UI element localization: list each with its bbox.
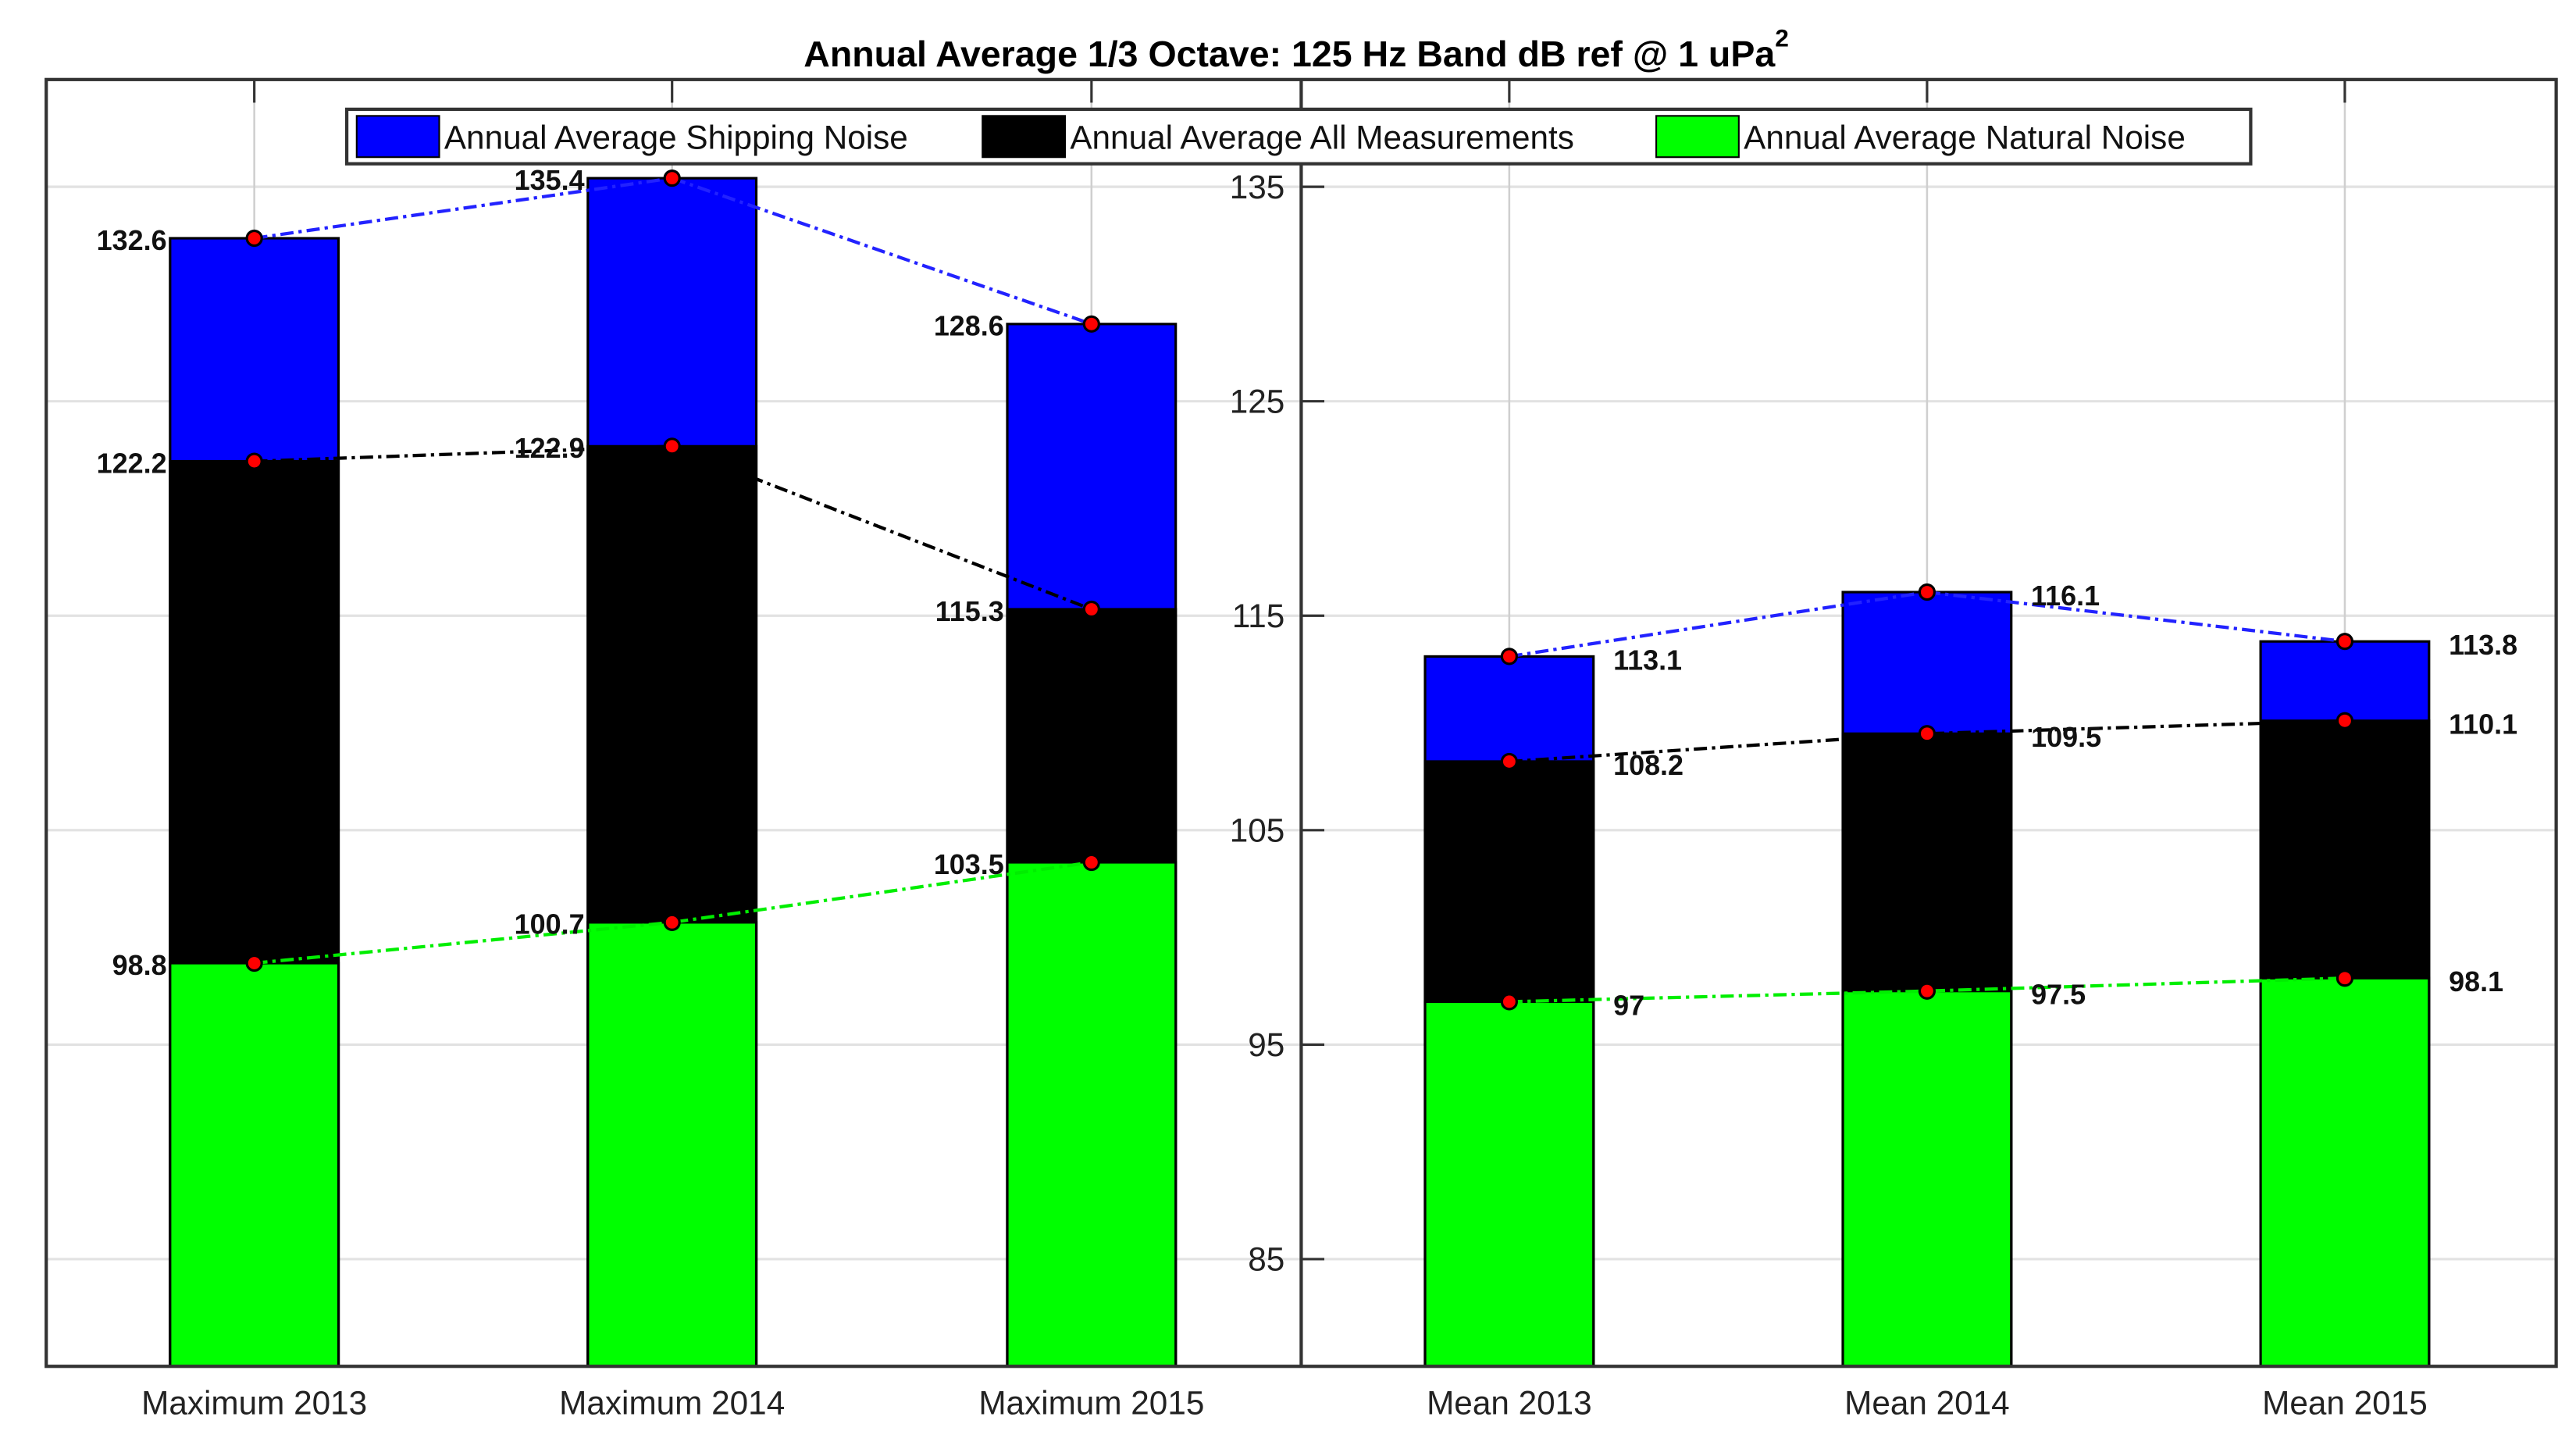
data-marker (663, 437, 681, 455)
bar-annual-average-natural-noise (586, 921, 758, 1368)
data-marker (2336, 969, 2354, 987)
data-label: 113.1 (1613, 644, 1682, 676)
data-label: 115.3 (935, 595, 1004, 627)
data-label: 116.1 (2031, 580, 2100, 612)
y-tick-label: 115 (1232, 598, 1284, 634)
data-label: 109.5 (2031, 721, 2101, 753)
x-tick-label: Mean 2013 (1427, 1385, 1592, 1422)
data-label: 100.7 (515, 908, 585, 940)
trend-line (254, 444, 1092, 611)
data-marker (1082, 315, 1100, 333)
data-marker (1918, 982, 1936, 1000)
chart-title: Annual Average 1/3 Octave: 125 Hz Band d… (803, 24, 1789, 74)
data-label: 110.1 (2449, 708, 2517, 740)
data-marker (245, 954, 263, 972)
data-marker (1500, 993, 1518, 1011)
legend-box (344, 107, 2253, 166)
data-labels: 132.6 135.4 128.6 113.1 116.1 113.8 122.2 122.9… (97, 164, 2517, 1021)
data-marker (1918, 583, 1936, 601)
bar-annual-average-natural-noise (1423, 1000, 1595, 1368)
y-tick-label: 105 (1230, 812, 1285, 849)
legend-swatch (1655, 115, 1740, 159)
data-label: 135.4 (515, 164, 585, 196)
data-label: 132.6 (97, 224, 167, 256)
data-marker (1082, 853, 1100, 872)
data-label: 97.5 (2031, 979, 2086, 1011)
data-label: 113.8 (2449, 629, 2517, 661)
bar-annual-average-natural-noise (2259, 976, 2431, 1368)
data-label: 98.8 (112, 949, 167, 981)
trend-line (254, 860, 1092, 965)
data-label: 108.2 (1613, 749, 1683, 781)
y-tick-label: 125 (1230, 383, 1285, 419)
y-tick-label: 135 (1230, 169, 1285, 205)
trend-lines (245, 170, 2354, 1011)
bar-annual-average-natural-noise (1006, 861, 1178, 1368)
data-marker (1918, 725, 1936, 743)
data-marker (663, 170, 681, 187)
data-marker (2336, 633, 2354, 651)
data-label: 128.6 (934, 310, 1004, 342)
y-tick-label: 85 (1248, 1241, 1284, 1278)
data-marker (1082, 600, 1100, 619)
trend-line (254, 176, 1092, 326)
bar-annual-average-natural-noise (1841, 990, 2013, 1368)
legend-label: Annual Average Shipping Noise (444, 120, 908, 156)
bar-annual-average-natural-noise (169, 962, 340, 1368)
trend-line (1509, 719, 2346, 764)
data-marker (1500, 648, 1518, 666)
data-label: 103.5 (934, 848, 1004, 880)
legend-label: Annual Average Natural Noise (1744, 120, 2186, 156)
legend-label: Annual Average All Measurements (1070, 120, 1574, 156)
data-label: 97 (1613, 989, 1644, 1021)
data-marker (663, 913, 681, 931)
legend-swatch (355, 115, 440, 159)
data-label: 122.9 (515, 432, 585, 464)
x-tick-label: Maximum 2014 (559, 1385, 785, 1422)
axes: 85 95 105 115 125 135 Maximum 2013 Maximum 2014… (45, 77, 2558, 1422)
legend: Annual Average Shipping Noise Annual Aver… (344, 107, 2253, 166)
data-marker (1500, 752, 1518, 771)
data-marker (2336, 712, 2354, 730)
data-marker (245, 452, 263, 470)
trend-line (1509, 590, 2346, 658)
data-label: 98.1 (2449, 965, 2503, 997)
x-tick-label: Mean 2015 (2262, 1385, 2428, 1422)
bars (169, 177, 2431, 1368)
x-tick-label: Maximum 2015 (978, 1385, 1204, 1422)
x-tick-label: Maximum 2013 (141, 1385, 367, 1422)
trend-line (1509, 976, 2346, 1004)
data-label: 122.2 (97, 447, 167, 479)
legend-swatch (982, 115, 1067, 159)
x-tick-label: Mean 2014 (1844, 1385, 2010, 1422)
y-tick-label: 95 (1248, 1026, 1284, 1063)
data-marker (245, 229, 263, 248)
